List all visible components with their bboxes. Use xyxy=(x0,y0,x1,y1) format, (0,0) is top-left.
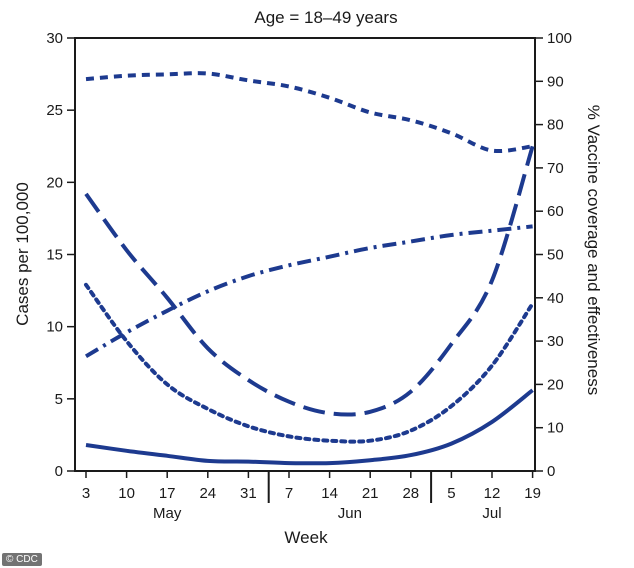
y-tick-label: 25 xyxy=(46,102,63,119)
y2-tick-label: 80 xyxy=(547,117,564,134)
y-axis-title: Cases per 100,000 xyxy=(13,182,32,326)
y-tick-label: 20 xyxy=(46,174,63,191)
y2-tick-label: 30 xyxy=(547,333,564,350)
y2-tick-label: 60 xyxy=(547,203,564,220)
x-tick-label: 17 xyxy=(159,485,176,502)
x-tick-label: 10 xyxy=(118,485,135,502)
series-line-solid xyxy=(85,388,534,466)
series-line-shortdash xyxy=(85,71,533,154)
month-label: May xyxy=(153,505,182,522)
y2-tick-label: 90 xyxy=(547,73,564,90)
x-tick-label: 14 xyxy=(321,485,338,502)
month-label: Jul xyxy=(482,505,501,522)
series-line-dash xyxy=(84,145,535,417)
y2-tick-label: 50 xyxy=(547,247,564,264)
y2-tick-label: 100 xyxy=(547,30,572,47)
y-tick-label: 15 xyxy=(46,247,63,264)
x-axis-title: Week xyxy=(284,528,328,547)
x-tick-label: 12 xyxy=(484,485,501,502)
y-tick-label: 10 xyxy=(46,319,63,336)
month-label: Jun xyxy=(338,505,362,522)
series-line-dashdot xyxy=(84,224,533,359)
x-tick-label: 19 xyxy=(524,485,541,502)
y2-tick-label: 20 xyxy=(547,376,564,393)
x-tick-label: 21 xyxy=(362,485,379,502)
chart-title: Age = 18–49 years xyxy=(254,8,397,27)
y2-tick-label: 0 xyxy=(547,463,555,480)
x-tick-label: 7 xyxy=(285,485,293,502)
series-layer xyxy=(84,71,535,466)
y-tick-label: 5 xyxy=(55,391,63,408)
ticks-layer: 0 5 10 15 20 25 30 0 10 20 30 40 50 60 70 80 90 100 3 10 17 2… xyxy=(46,30,572,522)
y-tick-label: 0 xyxy=(55,463,63,480)
x-tick-label: 24 xyxy=(199,485,216,502)
y2-axis-title: % Vaccine coverage and effectiveness xyxy=(584,105,603,395)
x-tick-label: 3 xyxy=(82,485,90,502)
y2-tick-label: 70 xyxy=(547,160,564,177)
credit-watermark: © CDC xyxy=(2,553,42,566)
series-line-dot xyxy=(84,282,535,444)
x-tick-label: 5 xyxy=(447,485,455,502)
y2-tick-label: 10 xyxy=(547,420,564,437)
x-tick-label: 31 xyxy=(240,485,257,502)
y2-tick-label: 40 xyxy=(547,290,564,307)
x-tick-label: 28 xyxy=(402,485,419,502)
y-tick-label: 30 xyxy=(46,30,63,47)
